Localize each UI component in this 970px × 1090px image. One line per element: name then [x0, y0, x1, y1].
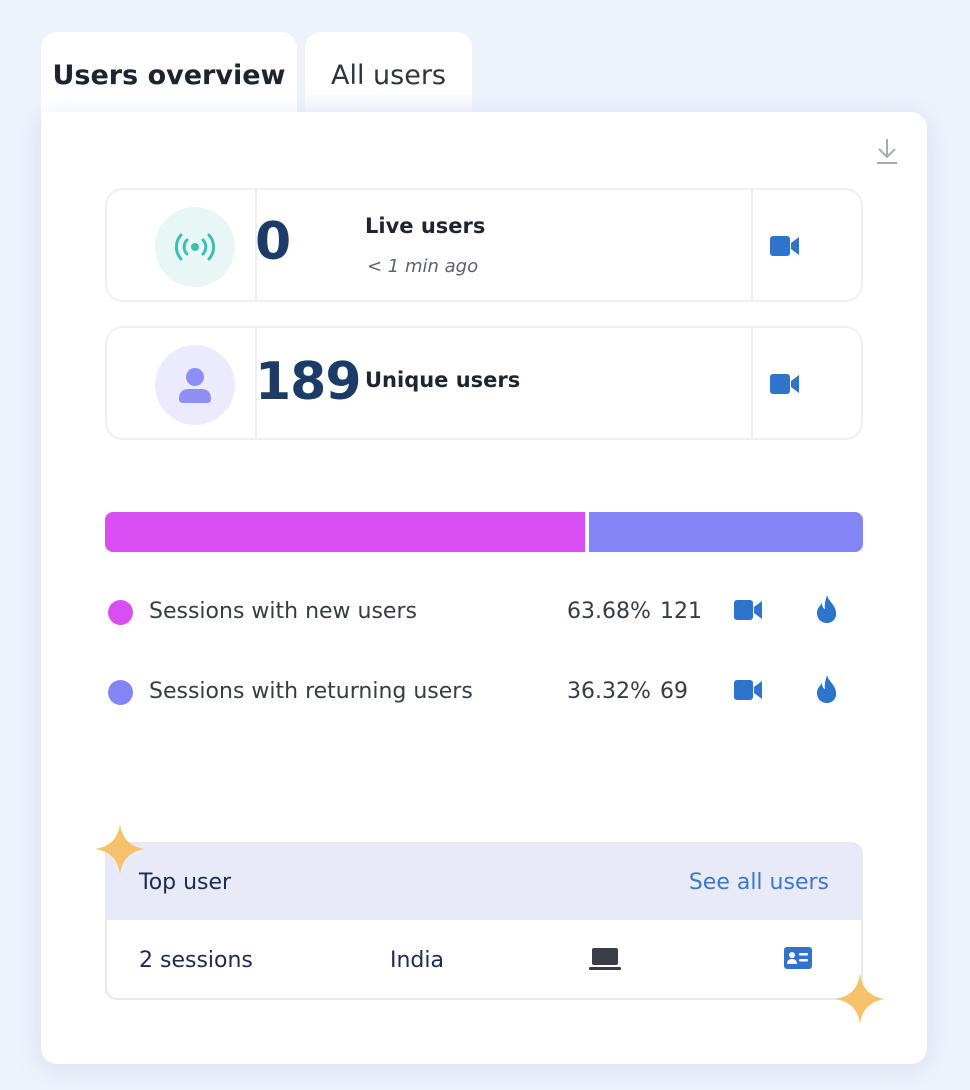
see-all-users-link[interactable]: See all users: [688, 870, 829, 895]
returning-users-sessions-bar: [589, 512, 863, 552]
flame-icon[interactable]: [815, 674, 839, 704]
unique-users-card: 189 Unique users: [105, 326, 863, 440]
tab-users-overview[interactable]: Users overview: [41, 32, 297, 112]
legend-label: Sessions with new users: [149, 599, 417, 624]
top-user-sessions: 2 sessions: [139, 948, 253, 973]
returning-users-dot: [108, 680, 133, 705]
video-camera-icon[interactable]: [733, 598, 763, 622]
live-users-updated: < 1 min ago: [367, 256, 479, 277]
unique-users-label: Unique users: [365, 368, 521, 392]
live-users-label: Live users: [365, 214, 486, 238]
live-users-value: 0: [255, 212, 291, 272]
tab-all-users[interactable]: All users: [305, 32, 472, 112]
legend-label: Sessions with returning users: [149, 679, 473, 704]
broadcast-icon: [155, 207, 235, 287]
top-user-header: [107, 844, 861, 920]
live-users-card: 0 Live users < 1 min ago: [105, 188, 863, 302]
new-users-dot: [108, 600, 133, 625]
video-camera-icon[interactable]: [769, 372, 801, 396]
top-user-title: Top user: [139, 870, 232, 895]
id-card-icon[interactable]: [783, 946, 813, 970]
video-camera-icon[interactable]: [769, 234, 801, 258]
legend-count: 69: [660, 679, 688, 704]
user-icon: [155, 345, 235, 425]
new-users-sessions-bar: [105, 512, 585, 552]
legend-percent: 36.32%: [567, 679, 651, 704]
flame-icon[interactable]: [815, 594, 839, 624]
legend-returning-users: Sessions with returning users 36.32% 69: [105, 672, 865, 712]
sparkle-icon: [835, 974, 885, 1024]
unique-users-value: 189: [255, 352, 362, 412]
laptop-icon: [589, 948, 621, 970]
top-user-country: India: [390, 948, 444, 973]
top-user-card: Top user See all users 2 sessions India: [105, 842, 863, 1000]
download-icon[interactable]: [873, 136, 901, 166]
sparkle-icon: [95, 824, 145, 874]
legend-new-users: Sessions with new users 63.68% 121: [105, 592, 865, 632]
video-camera-icon[interactable]: [733, 678, 763, 702]
legend-count: 121: [660, 599, 702, 624]
legend-percent: 63.68%: [567, 599, 651, 624]
